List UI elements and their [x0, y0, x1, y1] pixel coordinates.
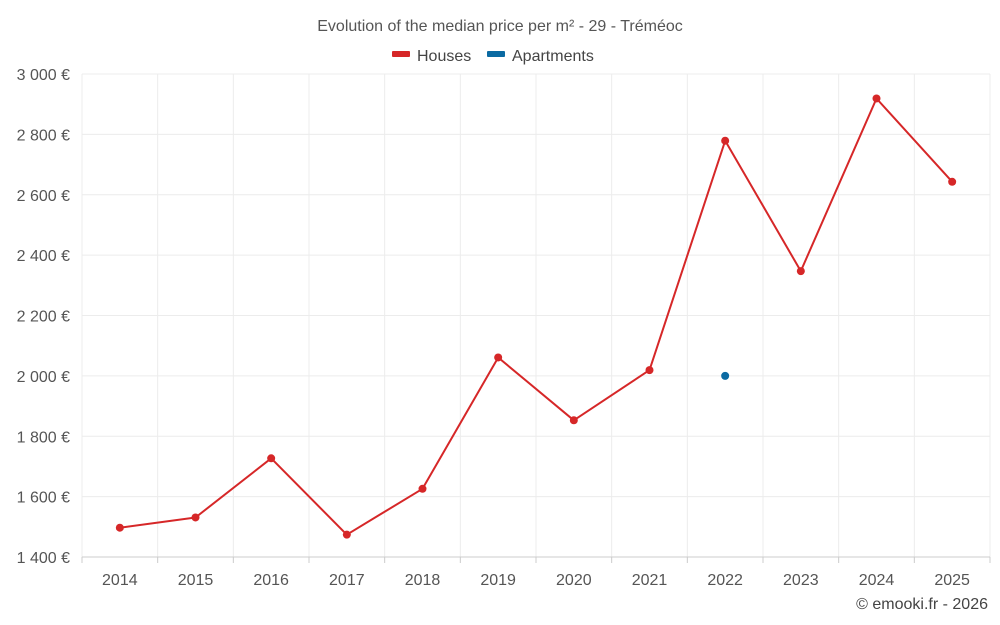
series — [115, 94, 957, 539]
x-tick-label: 2019 — [480, 572, 516, 589]
x-axis-ticks: 2014 2015 2016 2017 2018 2019 2020 2021 2022 2023… — [102, 572, 970, 589]
data-point-houses[interactable] — [721, 136, 730, 145]
legend-item-apartments[interactable]: Apartments — [487, 48, 594, 65]
x-tick-label: 2024 — [859, 572, 895, 589]
series-apartments — [721, 371, 730, 380]
data-point-houses[interactable] — [645, 366, 654, 375]
x-tick-label: 2018 — [405, 572, 441, 589]
grid — [81, 73, 991, 558]
x-tick-label: 2021 — [632, 572, 668, 589]
x-tick-label: 2022 — [707, 572, 743, 589]
y-tick-label: 3 000 € — [17, 67, 70, 84]
legend-swatch-houses — [392, 51, 410, 57]
x-tick-label: 2015 — [178, 572, 214, 589]
axes — [81, 556, 991, 563]
series-line-houses — [119, 97, 953, 536]
credit-text: © emooki.fr - 2026 — [856, 596, 988, 613]
y-tick-label: 2 200 € — [17, 309, 70, 326]
data-point-apartments[interactable] — [721, 371, 730, 380]
x-tick-label: 2017 — [329, 572, 365, 589]
x-tick-label: 2025 — [934, 572, 970, 589]
y-tick-label: 2 800 € — [17, 127, 70, 144]
legend-label-houses: Houses — [417, 48, 471, 65]
data-point-houses[interactable] — [494, 353, 503, 362]
data-point-houses[interactable] — [569, 416, 578, 425]
y-tick-label: 1 400 € — [17, 550, 70, 567]
data-point-houses[interactable] — [342, 530, 351, 539]
data-point-houses[interactable] — [418, 484, 427, 493]
x-tick-label: 2023 — [783, 572, 819, 589]
legend: Houses Apartments — [392, 48, 594, 65]
series-houses — [115, 94, 957, 539]
y-tick-label: 1 600 € — [17, 490, 70, 507]
y-tick-label: 2 600 € — [17, 188, 70, 205]
x-tick-label: 2014 — [102, 572, 138, 589]
legend-swatch-apartments — [487, 51, 505, 57]
y-axis-ticks: 1 400 € 1 600 € 1 800 € 2 000 € 2 200 € 2 400… — [17, 67, 70, 567]
data-point-houses[interactable] — [267, 454, 276, 463]
legend-label-apartments: Apartments — [512, 48, 594, 65]
chart-title: Evolution of the median price per m² - 2… — [317, 18, 683, 35]
data-point-houses[interactable] — [191, 513, 200, 522]
y-tick-label: 1 800 € — [17, 429, 70, 446]
legend-item-houses[interactable]: Houses — [392, 48, 471, 65]
y-tick-label: 2 400 € — [17, 248, 70, 265]
x-tick-label: 2020 — [556, 572, 592, 589]
data-point-houses[interactable] — [115, 523, 124, 532]
data-point-houses[interactable] — [872, 94, 881, 103]
x-tick-label: 2016 — [253, 572, 289, 589]
data-point-houses[interactable] — [796, 267, 805, 276]
y-tick-label: 2 000 € — [17, 369, 70, 386]
data-point-houses[interactable] — [948, 177, 957, 186]
